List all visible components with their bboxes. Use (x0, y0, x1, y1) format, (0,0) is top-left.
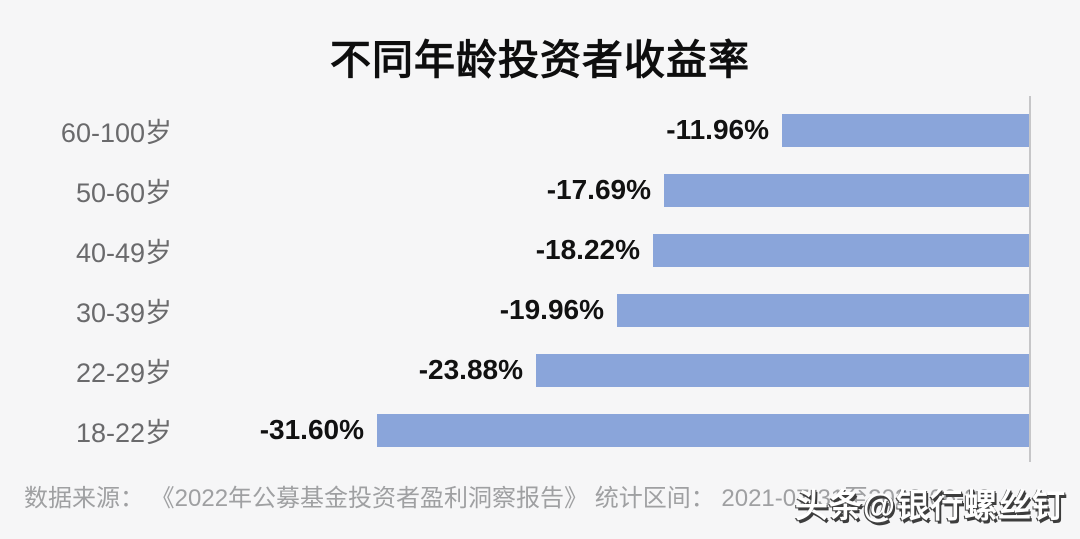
chart-title: 不同年龄投资者收益率 (330, 37, 750, 83)
category-label: 60-100岁 (60, 117, 172, 148)
bar (782, 113, 1029, 147)
bar (653, 233, 1029, 267)
value-label: -17.69% (546, 174, 651, 205)
chart-row: 40-49岁 -18.22% (0, 220, 1080, 280)
chart-row: 50-60岁 -17.69% (0, 160, 1080, 220)
category-label: 50-60岁 (75, 177, 172, 208)
bar (536, 353, 1029, 387)
source-note: 数据来源： 《2022年公募基金投资者盈利洞察报告》 统计区间： 2021-07… (24, 485, 991, 512)
value-label: -19.96% (499, 294, 604, 325)
bar-track: -31.60% (172, 413, 1080, 447)
value-label: -18.22% (535, 234, 640, 265)
bar-track: -19.96% (172, 293, 1080, 327)
category-label: 18-22岁 (75, 417, 172, 448)
axis-baseline (1029, 96, 1031, 462)
bar (377, 413, 1029, 447)
bar-track: -11.96% (172, 113, 1080, 147)
chart-row: 18-22岁 -31.60% (0, 400, 1080, 460)
category-label: 40-49岁 (75, 237, 172, 268)
watermark: 头条@银行螺丝钉 (794, 487, 1066, 524)
bar-track: -23.88% (172, 353, 1080, 387)
bar-track: -18.22% (172, 233, 1080, 267)
category-label: 30-39岁 (75, 297, 172, 328)
bar (617, 293, 1029, 327)
category-label: 22-29岁 (75, 357, 172, 388)
value-label: -23.88% (418, 354, 523, 385)
value-label: -31.60% (259, 414, 364, 445)
chart-row: 60-100岁 -11.96% (0, 100, 1080, 160)
value-label: -11.96% (666, 114, 769, 145)
bar-track: -17.69% (172, 173, 1080, 207)
chart-row: 30-39岁 -19.96% (0, 280, 1080, 340)
bar (664, 173, 1029, 207)
bar-chart: 60-100岁 -11.96% 50-60岁 -17.69% 40-49岁 -1… (0, 100, 1080, 460)
chart-row: 22-29岁 -23.88% (0, 340, 1080, 400)
